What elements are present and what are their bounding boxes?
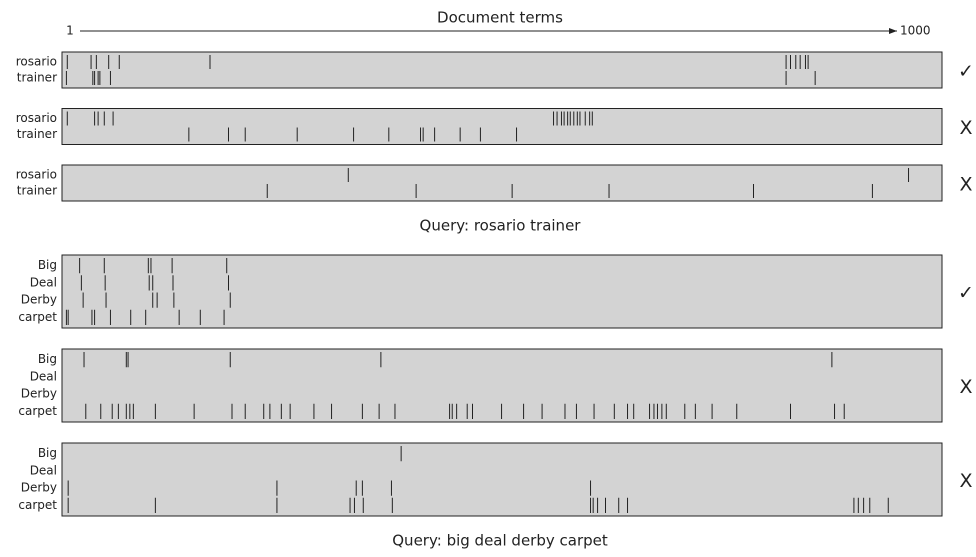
term-label: rosario [16,111,57,125]
axis-start: 1 [66,24,74,38]
verdict: ✓ [958,61,974,83]
term-label: rosario [16,55,57,69]
term-label: Deal [30,463,57,477]
verdict: X [959,174,972,196]
term-label: carpet [18,498,57,512]
term-label: carpet [18,310,57,324]
term-label: Big [38,352,57,366]
term-label: Derby [21,293,57,307]
axis-title: Document terms [437,9,563,27]
term-label: trainer [17,71,57,85]
verdict: X [959,376,972,398]
term-label: Deal [30,369,57,383]
query-label: Query: rosario trainer [420,217,582,235]
document-bar [61,51,943,89]
term-label: Derby [21,481,57,495]
document-bar [61,164,943,202]
term-label: Big [38,258,57,272]
term-label: rosario [16,168,57,182]
verdict: X [959,470,972,492]
term-label: Derby [21,387,57,401]
verdict: ✓ [958,282,974,304]
axis-end: 1000 [900,24,931,38]
term-label: trainer [17,184,57,198]
document-bar [61,108,943,145]
term-label: carpet [18,404,57,418]
term-label: trainer [17,127,57,141]
query-label: Query: big deal derby carpet [392,532,608,550]
document-bar [61,442,943,517]
document-bar [61,254,943,329]
term-label: Big [38,446,57,460]
term-label: Deal [30,275,57,289]
verdict: X [959,117,972,139]
